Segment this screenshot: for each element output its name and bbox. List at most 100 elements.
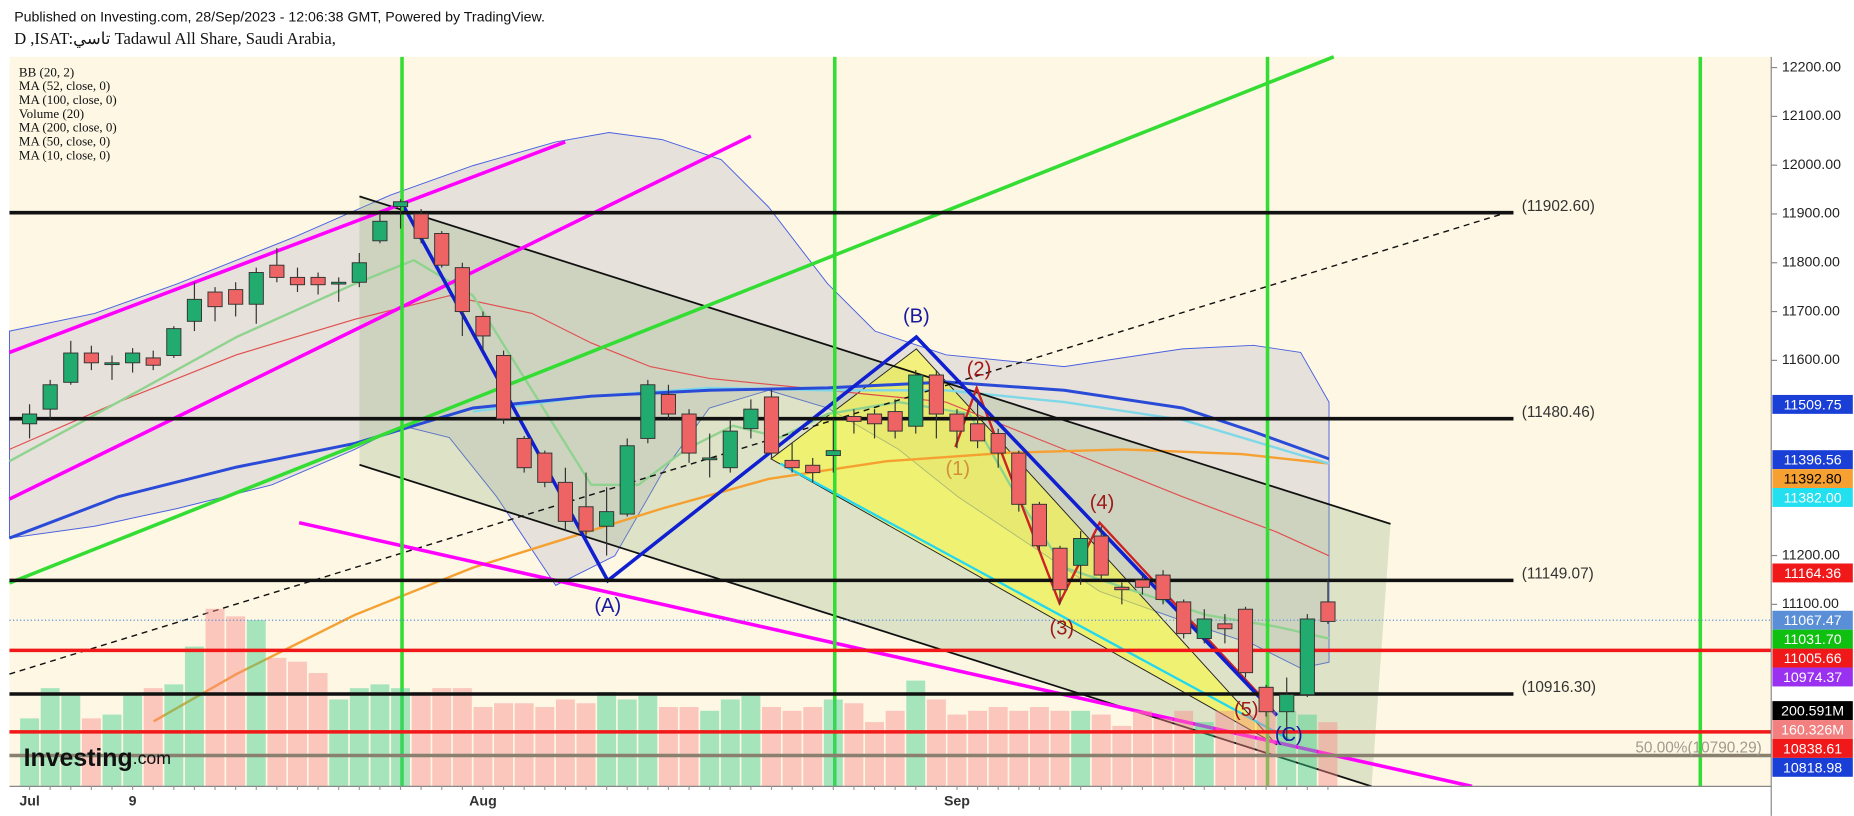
volume-bar <box>679 707 699 787</box>
candle-body <box>228 289 244 305</box>
volume-bar <box>432 688 452 787</box>
candle-body <box>702 457 718 461</box>
candle-body <box>887 411 903 432</box>
volume-bar <box>123 695 143 787</box>
volume-bar <box>700 710 720 787</box>
price-tag-label: 10838.61 <box>1783 741 1842 757</box>
price-tag-label: 11164.36 <box>1784 566 1841 582</box>
volume-bar <box>81 718 101 787</box>
logo: Investing.com <box>24 745 171 772</box>
x-tick-label: Aug <box>469 793 497 809</box>
x-axis-background <box>0 786 1854 816</box>
candle-body <box>970 423 986 442</box>
volume-bar <box>658 707 678 787</box>
y-tick-label: 11800.00 <box>1782 255 1840 271</box>
candle-body <box>846 416 862 422</box>
candle-body <box>1196 618 1212 639</box>
candle-body <box>248 272 264 305</box>
candle-body <box>454 267 470 313</box>
candle-body <box>990 433 1006 454</box>
level-label: (11480.46) <box>1522 404 1595 421</box>
candle-body <box>1093 535 1109 576</box>
wave-label: (A) <box>594 595 621 617</box>
volume-bar <box>576 703 596 787</box>
volume-bar <box>1050 710 1070 787</box>
wave-labels: (A) (B) (C) (1) (2) (3) (4) (5) <box>594 305 1302 746</box>
candle-body <box>1114 586 1130 591</box>
x-tick-label: 9 <box>129 793 137 809</box>
volume-bar <box>1071 710 1091 787</box>
candle-body <box>269 264 285 278</box>
y-tick-label: 12100.00 <box>1782 108 1841 124</box>
volume-bar <box>329 699 349 787</box>
volume-bar <box>885 710 905 787</box>
price-tag-label: 10818.98 <box>1783 760 1842 776</box>
volume-bar <box>1009 710 1029 787</box>
volume-bar <box>968 710 988 787</box>
volume-bar <box>411 691 431 787</box>
dashed-line <box>9 209 1514 675</box>
volume-bar <box>720 699 740 787</box>
candle-body <box>104 362 120 366</box>
candle-body <box>1258 686 1274 713</box>
volume-bar <box>1091 714 1111 787</box>
candle-body <box>1073 537 1089 566</box>
candle-body <box>1176 601 1192 635</box>
wave-label: (5) <box>1234 699 1259 721</box>
wave-label: (B) <box>903 305 930 327</box>
candle-body <box>866 413 883 425</box>
volume-bar <box>1132 710 1152 787</box>
magenta-line <box>298 520 1473 789</box>
volume-bar <box>1277 710 1297 787</box>
volume-bar <box>823 699 843 787</box>
volume-bar <box>246 620 266 787</box>
volume-bar <box>288 661 307 787</box>
indicator-label: MA (52, close, 0) <box>19 78 110 93</box>
green-line <box>8 55 1335 585</box>
volume-bar <box>762 707 781 787</box>
volume-bar <box>308 673 328 787</box>
volume-bar <box>1256 710 1276 787</box>
candle-body <box>516 437 532 469</box>
candle-body <box>825 450 841 456</box>
level-label: (11902.60) <box>1522 198 1595 215</box>
candle-body <box>125 352 141 364</box>
candle-body <box>763 396 780 454</box>
volume-bar <box>617 699 637 787</box>
candle-body <box>599 511 615 527</box>
price-tag-label: 11382.00 <box>1784 490 1842 506</box>
y-tick-label: 11100.00 <box>1782 596 1839 612</box>
candle-body <box>1279 694 1295 713</box>
candle-body <box>1299 618 1315 696</box>
price-tag <box>1772 667 1853 687</box>
ma-light-green <box>8 258 1330 640</box>
price-tag <box>1772 738 1853 758</box>
y-tick-label: 11900.00 <box>1782 206 1840 222</box>
volume-bar <box>226 616 246 787</box>
indicator-label: MA (200, close, 0) <box>19 120 117 135</box>
price-tag <box>1772 720 1853 739</box>
volume-bar <box>452 688 472 787</box>
wave-label: (3) <box>1050 617 1075 639</box>
candle-body <box>1237 608 1254 674</box>
volume-bar <box>844 703 864 787</box>
candle-body <box>1031 503 1047 547</box>
wave-label: (1) <box>945 458 970 480</box>
level-label: (11149.07) <box>1522 566 1594 583</box>
x-tick-label: Sep <box>944 793 970 809</box>
volume-bar <box>555 699 575 787</box>
candle-body <box>1011 452 1027 505</box>
y-tick-label: 11700.00 <box>1782 303 1840 319</box>
indicator-label: MA (10, close, 0) <box>19 147 110 162</box>
x-tick-label: Jul <box>19 793 39 809</box>
candle-layer <box>21 199 1336 741</box>
volume-bar <box>514 703 534 787</box>
price-tag-label: 11396.56 <box>1784 453 1842 469</box>
volume-bar <box>1029 707 1049 787</box>
volume-layer <box>20 608 1338 787</box>
candle-body <box>1320 601 1336 622</box>
levels: (11902.60) (11480.46) (11149.07) (10916.30)… <box>9 198 1772 758</box>
candle-body <box>145 357 161 366</box>
volume-bar <box>597 691 617 787</box>
